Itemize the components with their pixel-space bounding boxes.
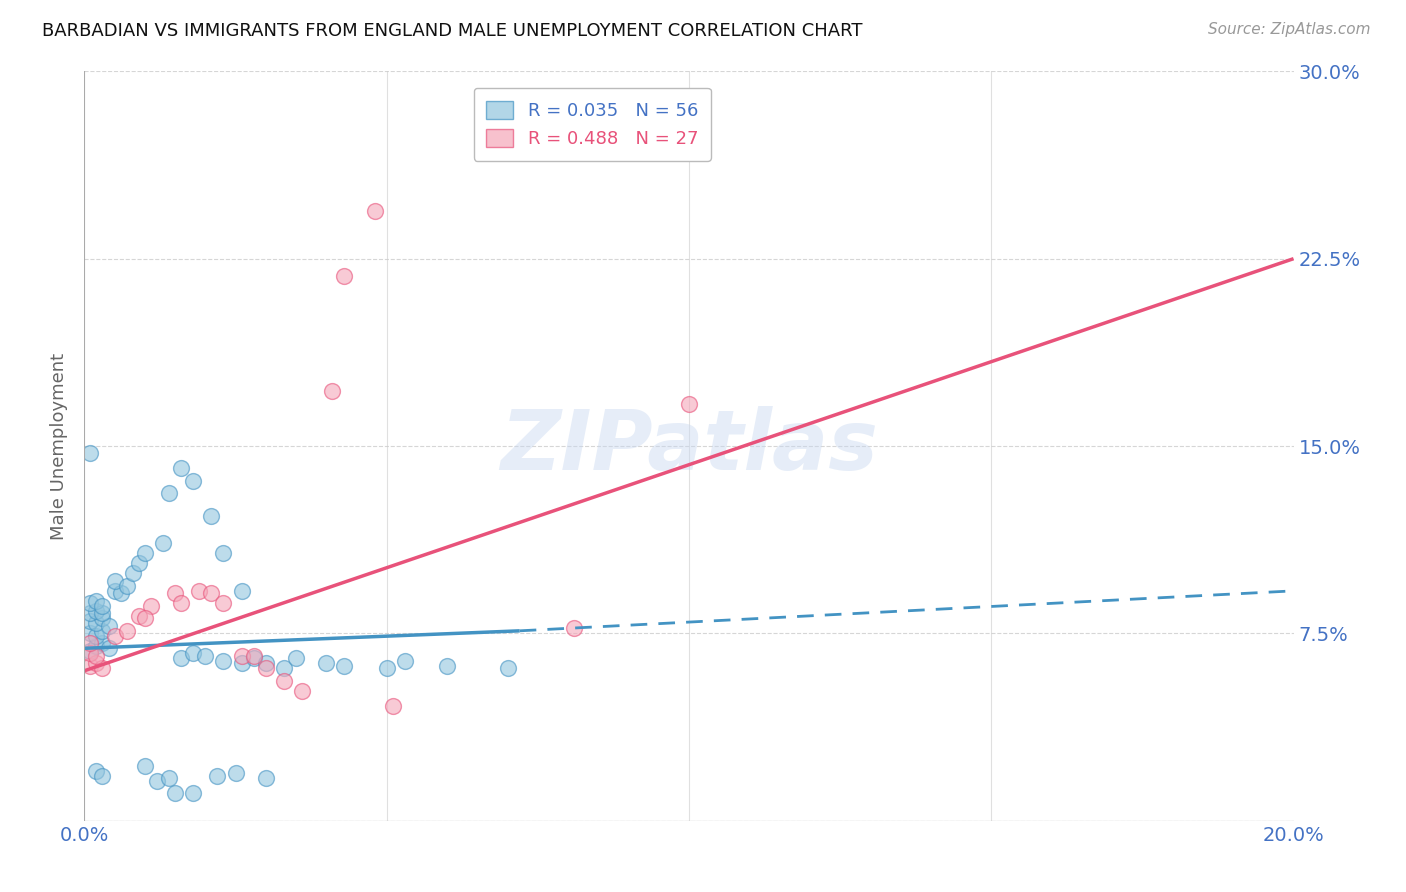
Point <box>188 583 211 598</box>
Point <box>165 786 187 800</box>
Text: Source: ZipAtlas.com: Source: ZipAtlas.com <box>1208 22 1371 37</box>
Point <box>104 574 127 588</box>
Point <box>212 654 235 668</box>
Point <box>79 607 101 621</box>
Point <box>86 594 108 608</box>
Point <box>315 657 337 671</box>
Point <box>86 604 108 618</box>
Point <box>181 646 204 660</box>
Point <box>157 486 180 500</box>
Point <box>194 648 217 663</box>
Point <box>181 786 204 800</box>
Point <box>115 579 138 593</box>
Point <box>86 764 108 778</box>
Point <box>79 446 101 460</box>
Point <box>225 766 247 780</box>
Point <box>333 658 356 673</box>
Point <box>436 658 458 673</box>
Point <box>86 616 108 631</box>
Point <box>128 608 150 623</box>
Point <box>86 657 108 671</box>
Point <box>86 639 108 653</box>
Point <box>181 474 204 488</box>
Point <box>97 619 120 633</box>
Point <box>79 626 101 640</box>
Point <box>86 648 108 663</box>
Y-axis label: Male Unemployment: Male Unemployment <box>51 352 69 540</box>
Text: ZIPatlas: ZIPatlas <box>501 406 877 486</box>
Point <box>254 771 277 785</box>
Point <box>79 644 101 658</box>
Point <box>139 599 162 613</box>
Point <box>97 641 120 656</box>
Point <box>104 629 127 643</box>
Point <box>285 651 308 665</box>
Point <box>134 546 156 560</box>
Point <box>231 648 253 663</box>
Point <box>79 636 101 650</box>
Point <box>212 546 235 560</box>
Point <box>242 651 264 665</box>
Point <box>91 769 114 783</box>
Point <box>79 596 101 610</box>
Point <box>115 624 138 638</box>
Point <box>170 596 193 610</box>
Point <box>212 596 235 610</box>
Point <box>146 773 169 788</box>
Point <box>242 648 264 663</box>
Point <box>79 614 101 628</box>
Point <box>134 611 156 625</box>
Point <box>254 657 277 671</box>
Point <box>678 396 700 410</box>
Point <box>134 758 156 772</box>
Point <box>496 661 519 675</box>
Point <box>170 461 193 475</box>
Point <box>104 583 127 598</box>
Point <box>207 769 229 783</box>
Point <box>128 557 150 571</box>
Point <box>273 673 295 688</box>
Text: BARBADIAN VS IMMIGRANTS FROM ENGLAND MALE UNEMPLOYMENT CORRELATION CHART: BARBADIAN VS IMMIGRANTS FROM ENGLAND MAL… <box>42 22 863 40</box>
Point <box>121 566 143 581</box>
Point <box>394 654 416 668</box>
Point <box>157 771 180 785</box>
Point <box>86 629 108 643</box>
Point <box>165 586 187 600</box>
Point <box>91 636 114 650</box>
Point <box>91 624 114 638</box>
Point <box>231 657 253 671</box>
Point <box>273 661 295 675</box>
Point <box>381 698 404 713</box>
Point <box>79 646 101 660</box>
Point <box>200 508 222 523</box>
Point <box>562 621 585 635</box>
Point <box>110 586 132 600</box>
Point <box>333 269 356 284</box>
Point <box>254 661 277 675</box>
Point <box>91 661 114 675</box>
Point <box>91 611 114 625</box>
Point <box>91 607 114 621</box>
Point <box>231 583 253 598</box>
Point <box>170 651 193 665</box>
Point <box>79 658 101 673</box>
Point <box>200 586 222 600</box>
Point <box>91 599 114 613</box>
Point <box>321 384 343 398</box>
Point <box>375 661 398 675</box>
Point <box>363 204 385 219</box>
Legend: R = 0.035   N = 56, R = 0.488   N = 27: R = 0.035 N = 56, R = 0.488 N = 27 <box>474 88 711 161</box>
Point <box>152 536 174 550</box>
Point <box>291 683 314 698</box>
